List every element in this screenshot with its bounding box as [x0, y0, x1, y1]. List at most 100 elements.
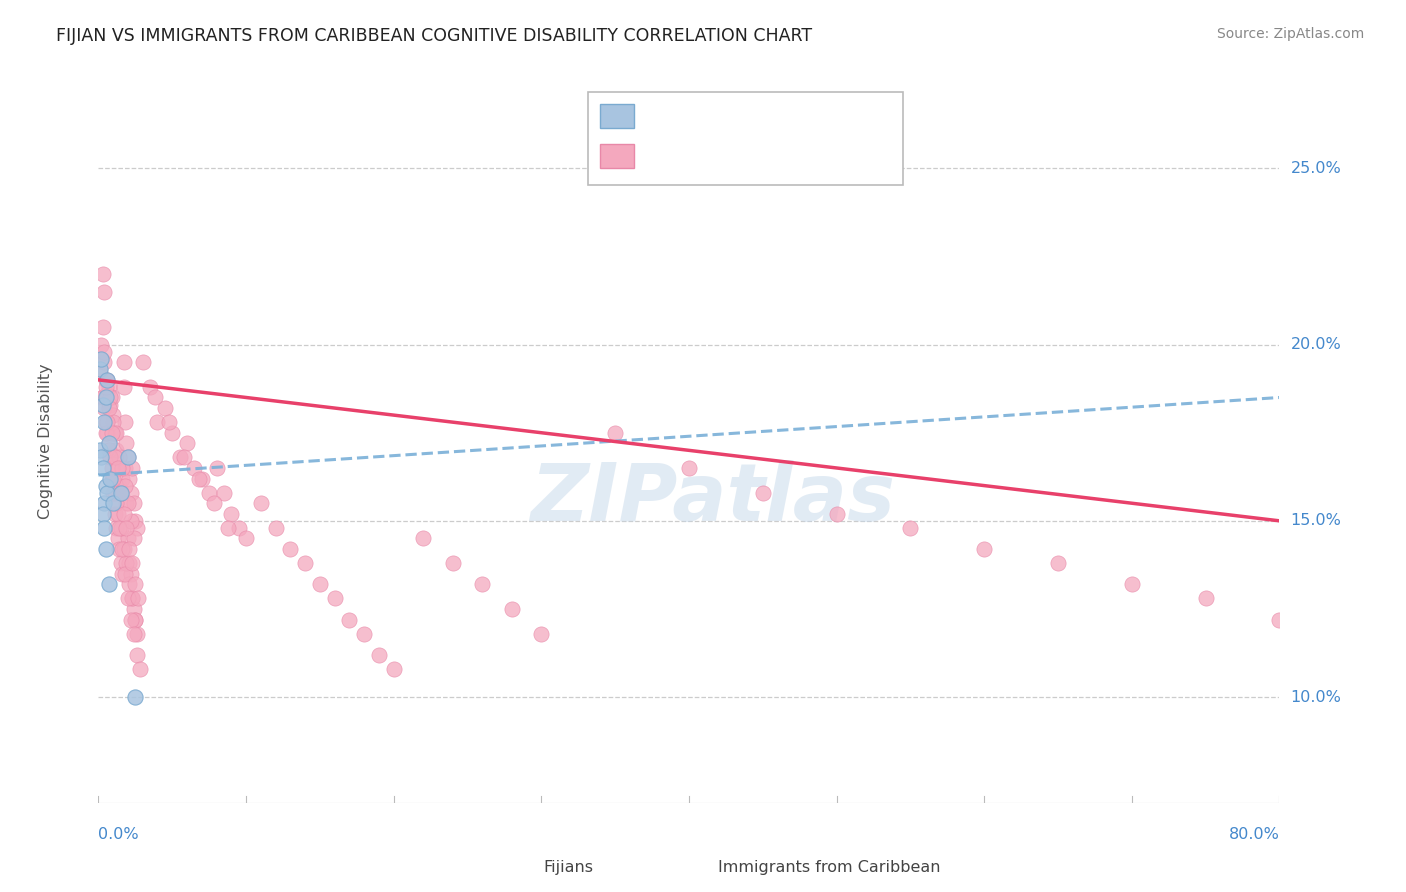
Text: N=: N=: [735, 145, 769, 163]
Point: [103, 485, 125, 500]
Point: [114, 461, 136, 475]
Point: [441, 556, 464, 570]
Point: [94, 380, 117, 394]
Point: [117, 450, 139, 465]
Point: [132, 355, 155, 369]
Point: [221, 507, 243, 521]
Text: N=: N=: [735, 107, 769, 125]
Point: [96, 425, 118, 440]
Point: [120, 514, 142, 528]
Point: [93, 415, 115, 429]
Point: [530, 626, 553, 640]
Point: [173, 450, 195, 465]
Text: 15.0%: 15.0%: [1291, 513, 1341, 528]
Point: [125, 521, 148, 535]
Point: [212, 485, 235, 500]
Point: [124, 613, 146, 627]
Point: [115, 496, 138, 510]
Point: [187, 471, 209, 485]
Point: [111, 566, 134, 581]
Text: 0.0%: 0.0%: [98, 828, 139, 842]
Point: [111, 542, 134, 557]
Point: [1046, 556, 1070, 570]
Point: [98, 450, 121, 465]
Point: [97, 436, 120, 450]
Text: R =: R =: [641, 145, 681, 163]
Point: [900, 521, 922, 535]
Point: [98, 471, 121, 485]
Point: [90, 337, 112, 351]
FancyBboxPatch shape: [682, 860, 710, 880]
Point: [198, 485, 221, 500]
Point: [110, 556, 132, 570]
Point: [323, 591, 346, 606]
Text: 80.0%: 80.0%: [1229, 828, 1279, 842]
Point: [100, 391, 122, 405]
Point: [250, 496, 273, 510]
Point: [1195, 591, 1218, 606]
Point: [107, 461, 129, 475]
Text: Fijians: Fijians: [544, 860, 593, 875]
Point: [973, 542, 995, 557]
Point: [111, 461, 134, 475]
Point: [93, 496, 115, 510]
Point: [107, 507, 129, 521]
Point: [108, 521, 131, 535]
Point: [94, 425, 117, 440]
Text: 20.0%: 20.0%: [1291, 337, 1341, 352]
Point: [96, 415, 118, 429]
Point: [97, 436, 120, 450]
Point: [112, 355, 135, 369]
Point: [825, 507, 848, 521]
Point: [108, 478, 131, 492]
Point: [176, 436, 198, 450]
Point: [104, 450, 127, 465]
Point: [110, 485, 132, 500]
Point: [98, 450, 121, 465]
Text: FIJIAN VS IMMIGRANTS FROM CARIBBEAN COGNITIVE DISABILITY CORRELATION CHART: FIJIAN VS IMMIGRANTS FROM CARIBBEAN COGN…: [56, 27, 813, 45]
Point: [121, 591, 143, 606]
Point: [91, 461, 114, 475]
Point: [104, 425, 127, 440]
Text: 25.0%: 25.0%: [1291, 161, 1341, 176]
Point: [108, 450, 131, 465]
Point: [471, 577, 494, 591]
Point: [96, 387, 118, 401]
Point: [91, 507, 114, 521]
Point: [309, 577, 332, 591]
Point: [202, 496, 225, 510]
Point: [96, 373, 118, 387]
Point: [122, 532, 145, 546]
Point: [93, 521, 115, 535]
Point: [121, 461, 143, 475]
Point: [111, 471, 134, 485]
Point: [110, 485, 132, 500]
Point: [112, 542, 135, 557]
Point: [120, 485, 142, 500]
Point: [89, 362, 111, 376]
Point: [678, 461, 700, 475]
Point: [103, 408, 125, 422]
FancyBboxPatch shape: [510, 860, 538, 880]
Point: [105, 496, 128, 510]
Point: [112, 507, 135, 521]
Point: [89, 443, 111, 458]
Point: [117, 496, 139, 510]
Point: [191, 471, 214, 485]
Point: [104, 485, 127, 500]
Point: [153, 401, 176, 415]
Point: [114, 566, 136, 581]
Point: [98, 398, 121, 412]
Point: [146, 415, 169, 429]
Point: [91, 398, 114, 412]
Point: [339, 613, 361, 627]
Point: [124, 613, 146, 627]
Point: [118, 577, 141, 591]
Point: [112, 380, 135, 394]
Point: [103, 496, 125, 510]
Point: [120, 613, 142, 627]
Text: Source: ZipAtlas.com: Source: ZipAtlas.com: [1216, 27, 1364, 41]
Text: ZIPatlas: ZIPatlas: [530, 460, 896, 539]
Text: 0.043: 0.043: [679, 107, 730, 125]
Point: [96, 485, 118, 500]
